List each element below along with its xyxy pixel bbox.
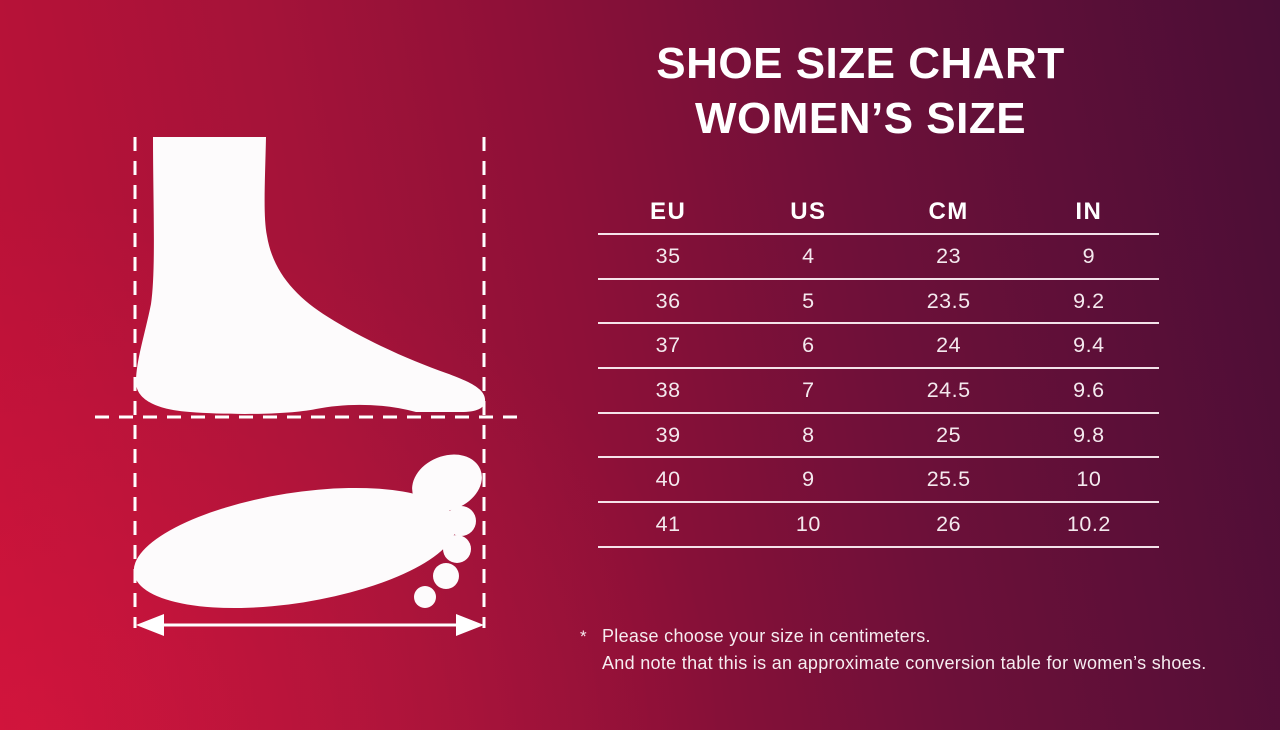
foot-measurement-diagram: Length cm xyxy=(80,120,560,680)
size-cell: 10 xyxy=(1076,467,1102,492)
col-header-cm: CM xyxy=(928,198,969,225)
size-cell: 23.5 xyxy=(926,288,971,313)
size-cell: 41 xyxy=(655,511,681,536)
size-cell: 7 xyxy=(802,377,815,402)
col-header-eu: EU xyxy=(649,198,687,225)
size-cell: 25 xyxy=(936,422,962,447)
foot-diagram-svg xyxy=(95,137,525,636)
size-cell: 9.6 xyxy=(1073,377,1105,402)
size-cell: 4 xyxy=(802,243,815,268)
footnote: * Please choose your size in centimeters… xyxy=(580,623,1270,677)
page-title: SHOE SIZE CHART WOMEN’S SIZE xyxy=(578,36,1143,146)
size-cell: 38 xyxy=(655,377,681,402)
size-cell: 6 xyxy=(802,333,815,358)
table-header-row: EU US CM IN xyxy=(598,191,1159,235)
table-row: 37 6 24 9.4 xyxy=(598,324,1159,370)
size-cell: 9 xyxy=(1082,243,1096,268)
size-cell: 36 xyxy=(655,288,681,313)
size-cell: 9 xyxy=(802,467,815,492)
size-conversion-table: EU US CM IN 35 4 23 9 36 5 23.5 9.2 37 6… xyxy=(598,191,1159,548)
size-cell: 5 xyxy=(802,288,815,313)
footnote-line-2: And note that this is an approximate con… xyxy=(602,653,1207,673)
size-cell: 37 xyxy=(655,333,681,358)
table-row: 40 9 25.5 10 xyxy=(598,458,1159,504)
length-arrow xyxy=(136,614,484,636)
size-cell: 10 xyxy=(795,511,821,536)
col-header-us: US xyxy=(790,198,827,225)
size-cell: 9.8 xyxy=(1073,422,1105,447)
size-cell: 24.5 xyxy=(926,377,971,402)
size-cell: 40 xyxy=(655,467,681,492)
size-cell: 26 xyxy=(936,511,962,536)
title-line-2: WOMEN’S SIZE xyxy=(694,94,1027,143)
table-row: 35 4 23 9 xyxy=(598,235,1159,280)
title-line-1: SHOE SIZE CHART xyxy=(656,39,1065,88)
size-cell: 9.2 xyxy=(1073,288,1105,313)
asterisk-marker: * xyxy=(580,627,587,646)
size-cell: 9.4 xyxy=(1073,333,1105,358)
table-row: 38 7 24.5 9.6 xyxy=(598,369,1159,414)
size-cell: 24 xyxy=(936,333,962,358)
size-cell: 35 xyxy=(655,243,681,268)
footnote-line-1: Please choose your size in centimeters. xyxy=(602,626,931,646)
foot-side-silhouette xyxy=(136,137,486,414)
size-cell: 25.5 xyxy=(926,467,971,492)
size-cell: 23 xyxy=(936,243,962,268)
col-header-in: IN xyxy=(1075,198,1103,225)
size-cell: 8 xyxy=(802,422,815,447)
table-row: 41 10 26 10.2 xyxy=(598,503,1159,548)
size-cell: 10.2 xyxy=(1066,511,1111,536)
size-cell: 39 xyxy=(655,422,681,447)
table-row: 39 8 25 9.8 xyxy=(598,414,1159,459)
footprint-silhouette xyxy=(133,454,482,609)
table-row: 36 5 23.5 9.2 xyxy=(598,280,1159,325)
